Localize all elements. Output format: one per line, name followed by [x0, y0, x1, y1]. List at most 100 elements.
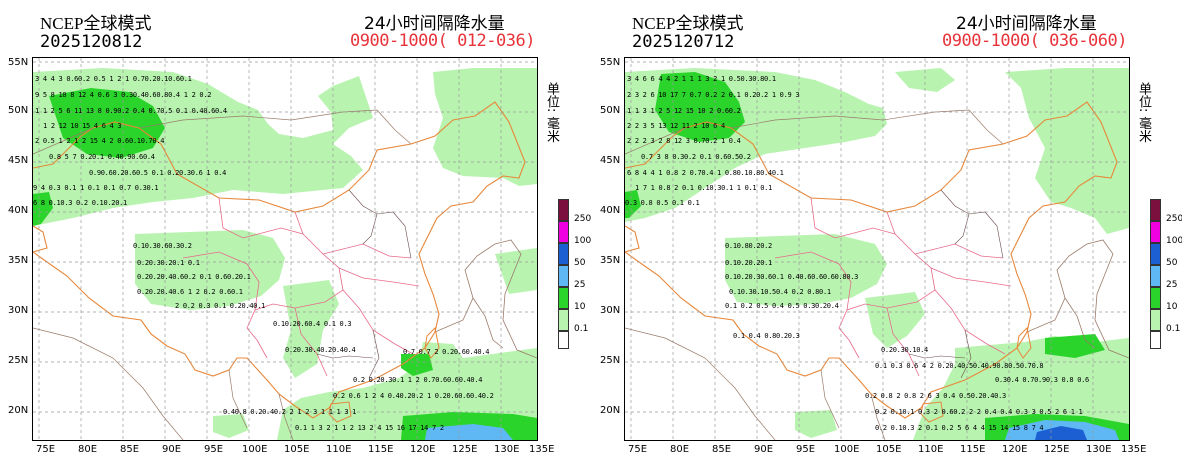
legend-label: 100 [574, 236, 592, 246]
legend-swatch [558, 243, 569, 265]
coastline [472, 297, 504, 349]
precip-value-row: 0.7 3 8 0.30.2 0.1 0.60.50.2 [641, 153, 751, 161]
legend-label: 25 [1166, 280, 1178, 290]
run-time: 2025120712 [632, 32, 735, 52]
lon-label: 130E [494, 444, 520, 455]
legend-swatch [1150, 287, 1161, 309]
neighbor-border [625, 327, 886, 440]
lon-label: 120E [1002, 444, 1028, 455]
legend-label: 0.1 [1166, 324, 1181, 334]
legend-label: 250 [574, 214, 592, 224]
lat-label: 20N [8, 405, 29, 416]
legend-swatch-none [1150, 331, 1161, 349]
lon-label: 95E [204, 444, 224, 455]
precip-value-row: 1 1 2 5 6 11 13 8 0.90.2 0.4 0.70.5 0.1 … [35, 107, 227, 115]
map-frame: 3 4 4 3 0.60.2 0.5 1 2 1 0.70.20.10.60.1… [32, 57, 538, 441]
rain-area-light [895, 68, 955, 92]
legend-swatch-none [558, 331, 569, 349]
lat-label: 40N [8, 205, 29, 216]
lon-label: 80E [670, 444, 690, 455]
model-title: NCEP全球模式 [40, 14, 152, 33]
lon-label: 90E [754, 444, 774, 455]
legend-swatch [1150, 309, 1161, 331]
lon-label: 120E [410, 444, 436, 455]
precip-value-row: 0.20.20.40.60.2 0.1 0.60.20.1 [137, 273, 251, 281]
precip-value-row: 3 4 6 6 4 4 2 1 1 1 3 2 1 0.50.30.80.1 [627, 75, 776, 83]
legend-swatch [558, 287, 569, 309]
lon-label: 105E [284, 444, 310, 455]
lon-label: 115E [960, 444, 986, 455]
lat-label: 50N [600, 105, 621, 116]
rain-area-moderate [655, 72, 745, 142]
legend-swatch [1150, 265, 1161, 287]
product-title: 24小时间隔降水量 [956, 14, 1097, 34]
lat-label: 55N [600, 57, 621, 68]
precip-value-row: 0.20.30.40.20.40.4 [285, 346, 356, 354]
lon-label: 85E [120, 444, 140, 455]
model-title: NCEP全球模式 [632, 14, 744, 33]
precip-value-row: 0.2 0.8 2 0.8 2 6 3 0.4 0.50.20.40.3 [865, 392, 1006, 400]
product-title: 24小时间隔降水量 [364, 14, 505, 34]
lon-label: 125E [1044, 444, 1070, 455]
precip-value-row: 0.1 1 3 2 1 1 2 13 2 4 15 16 17 14 7 2 [295, 424, 444, 432]
precip-value-row: 0.40.8 0.20.40.2 2 1 2 3 1 1 1 3 1 [223, 408, 357, 416]
precip-value-row: 0.10.80.20.2 [725, 242, 772, 250]
coastline [1064, 297, 1096, 349]
precip-value-row: 0.30.4 0.70.90.3 0.8 0.6 [995, 376, 1089, 384]
neighbor-border [33, 327, 294, 440]
lat-label: 25N [8, 355, 29, 366]
lon-label: 100E [834, 444, 860, 455]
precip-value-row: 0.1 0.2 0.5 0.4 0.5 0.30.20.4 [725, 302, 839, 310]
lon-label: 105E [876, 444, 902, 455]
precip-value-row: 2 3 2 6 10 17 7 0.7 0.2 2 0.1 0.20.2 1 0… [627, 91, 800, 99]
lat-label: 20N [600, 405, 621, 416]
map-borders [33, 101, 537, 440]
precip-value-row: 1 1 3 1 2 5 12 15 10 2 0.60.2 [627, 107, 741, 115]
precip-value-row: 0.2 0.6 1 2 4 0.40.20.2 1 0.20.60.60.40.… [333, 392, 494, 400]
map-borders [625, 101, 1129, 440]
rain-area-storm [1035, 426, 1087, 440]
rain-area-moderate [1045, 334, 1105, 358]
rain-area-light [795, 410, 837, 438]
lon-label: 130E [1086, 444, 1112, 455]
rain-area-light [283, 280, 339, 378]
legend-label: 0.1 [574, 324, 589, 334]
precip-value-row: 0.10.20.60.4 0.1 0.3 [273, 320, 352, 328]
lat-label: 30N [600, 305, 621, 316]
precip-value-row: 0.2 0.20.30.1 1 2 0.70.60.60.40.4 [353, 376, 483, 384]
grid-lines [625, 58, 1129, 440]
lat-label: 30N [8, 305, 29, 316]
rain-area-light [865, 292, 925, 348]
country-border [33, 225, 48, 253]
legend-swatch [558, 309, 569, 331]
precip-value-row: 0.20.30.10.4 [881, 346, 928, 354]
rain-area-heavy [425, 424, 513, 440]
run-time: 2025120812 [40, 32, 143, 52]
legend-swatch [558, 199, 569, 221]
precip-value-row: 9 5 8 10 8 12 4 0.6 3 0.30.40.60.80.4 1 … [35, 91, 212, 99]
legend-label: 50 [574, 258, 586, 268]
precip-map [625, 58, 1129, 440]
lon-label: 95E [796, 444, 816, 455]
rain-area-moderate [33, 192, 53, 226]
legend-swatch [1150, 221, 1161, 243]
country-border [625, 101, 1118, 419]
province-border [316, 189, 412, 379]
legend-label: 25 [574, 280, 586, 290]
precip-value-row: 6 8 0.10.3 0.2 0.10.20.1 [33, 199, 127, 207]
grid-lines [33, 58, 537, 440]
legend-swatch [1150, 243, 1161, 265]
lat-label: 35N [600, 255, 621, 266]
legend-swatch [558, 221, 569, 243]
lat-label: 40N [600, 205, 621, 216]
precip-value-row: 0.2 0.10.1 0.3 2 0.60.2 2 2 0.4 0.4 0.3 … [875, 408, 1083, 416]
precip-value-row: 0.8 5 7 0.20.1 0.40.90.60.4 [49, 153, 155, 161]
lat-label: 45N [8, 155, 29, 166]
province-border [908, 189, 1004, 379]
precip-value-row: 9 4 0.3 0.1 1 0.1 0.1 0.7 0.30.1 [33, 184, 159, 192]
unit-label: 单位: 毫米 [1136, 82, 1151, 143]
lon-label: 75E [628, 444, 648, 455]
legend-label: 10 [574, 302, 586, 312]
precip-value-row: 2 2 3 5 13 12 11 2 10 6 4 [627, 122, 725, 130]
precip-value-row: 0.1 0.3 0.6 4 2 0.20.40.50.40.90.80.50.7… [875, 362, 1044, 370]
